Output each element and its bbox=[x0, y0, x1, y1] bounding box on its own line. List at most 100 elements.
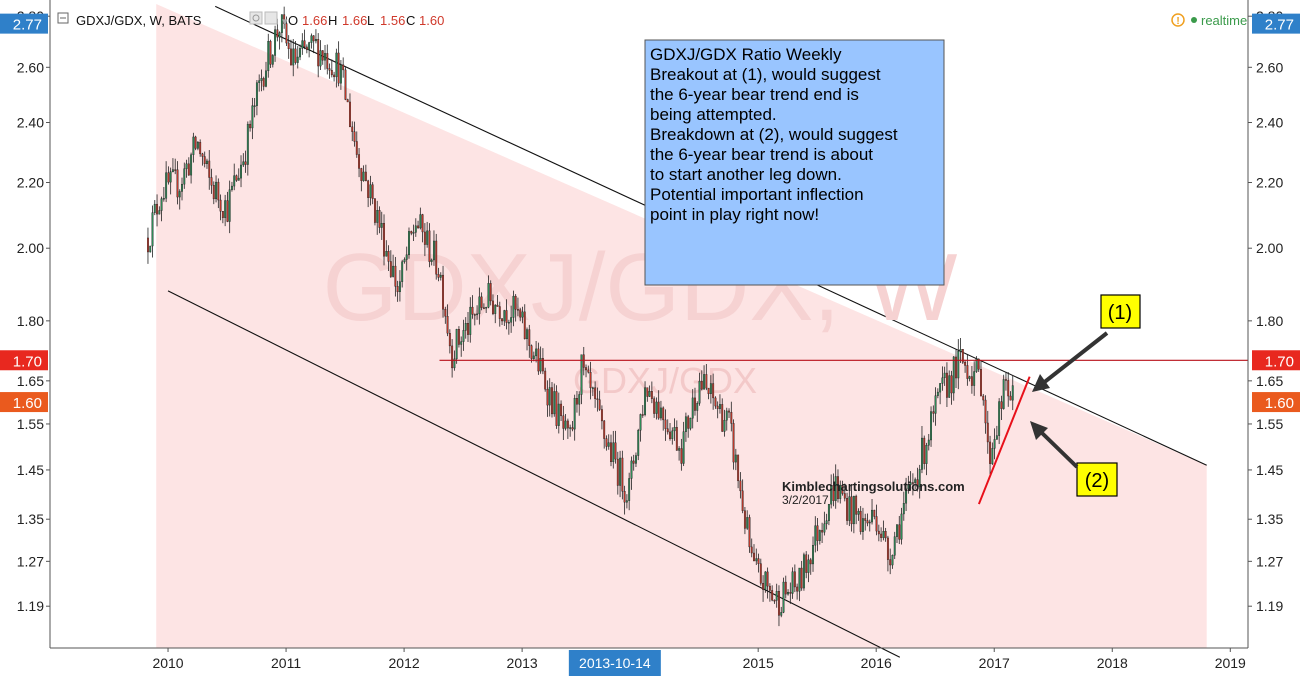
channel-lower-line bbox=[167, 290, 901, 658]
candle bbox=[868, 519, 871, 532]
candle-body bbox=[541, 358, 544, 372]
candle bbox=[614, 430, 617, 464]
candle bbox=[657, 390, 660, 420]
candle-body bbox=[181, 183, 183, 192]
candle-body bbox=[446, 315, 449, 334]
candle bbox=[410, 230, 413, 236]
candle bbox=[326, 44, 329, 75]
candle bbox=[628, 472, 631, 511]
candle-body bbox=[430, 259, 433, 262]
candle bbox=[766, 567, 769, 599]
candle bbox=[319, 40, 322, 71]
candle bbox=[730, 401, 733, 432]
candle-body bbox=[153, 203, 156, 213]
candle bbox=[201, 152, 204, 166]
candle bbox=[637, 428, 640, 461]
compare-icon[interactable] bbox=[264, 11, 278, 25]
candle bbox=[961, 349, 964, 364]
annotation-line: being attempted. bbox=[650, 105, 777, 124]
candle-body bbox=[889, 559, 892, 566]
camera-icon[interactable] bbox=[249, 11, 263, 25]
candle-body bbox=[900, 513, 903, 540]
candle-body bbox=[762, 583, 765, 590]
candle bbox=[834, 464, 837, 509]
candle bbox=[271, 54, 274, 68]
candle bbox=[394, 256, 397, 297]
candle bbox=[694, 387, 696, 416]
y-badge-label: 1.70 bbox=[1265, 353, 1294, 370]
candle-body bbox=[206, 160, 208, 165]
candle bbox=[884, 527, 887, 542]
y-tick-label: 1.45 bbox=[1256, 462, 1283, 478]
candle bbox=[771, 585, 774, 602]
candle-body bbox=[700, 380, 703, 390]
candle-body bbox=[623, 491, 626, 503]
candle bbox=[237, 168, 240, 181]
candle-body bbox=[269, 41, 272, 65]
candle bbox=[630, 456, 633, 490]
candle-body bbox=[778, 591, 780, 616]
candle bbox=[932, 405, 935, 423]
ohlc-c-label: C bbox=[406, 13, 415, 28]
candle bbox=[544, 367, 547, 392]
candle-body bbox=[414, 225, 417, 233]
credit: Kimblechartingsolutions.com 3/2/2017 bbox=[782, 479, 965, 507]
candle-body bbox=[453, 358, 456, 369]
candle-body bbox=[437, 274, 440, 278]
candle bbox=[312, 35, 315, 54]
candle bbox=[791, 567, 794, 599]
dropdown-icon[interactable]: ▾ bbox=[282, 16, 288, 28]
candles-layer bbox=[147, 6, 1014, 627]
y-tick-label: 2.20 bbox=[1256, 174, 1283, 190]
candle-body bbox=[230, 185, 233, 190]
candle-body bbox=[199, 142, 202, 155]
candle-body bbox=[185, 163, 188, 169]
candle bbox=[367, 179, 370, 208]
candle-body bbox=[948, 375, 951, 398]
candle-body bbox=[326, 53, 329, 69]
candle bbox=[757, 553, 760, 573]
candle bbox=[378, 206, 381, 234]
candle-body bbox=[321, 50, 324, 61]
candle bbox=[460, 336, 463, 357]
candle-body bbox=[925, 445, 928, 464]
candle-body bbox=[464, 323, 467, 331]
candle bbox=[219, 194, 222, 221]
candle-body bbox=[755, 558, 758, 562]
candle-body bbox=[260, 78, 263, 81]
candle bbox=[721, 398, 724, 432]
candle-body bbox=[639, 414, 642, 431]
candle-body bbox=[1011, 385, 1014, 401]
candle bbox=[814, 516, 817, 553]
candle bbox=[632, 454, 635, 471]
candle-body bbox=[283, 14, 286, 24]
candle bbox=[848, 490, 851, 527]
realtime-label: realtime bbox=[1201, 13, 1247, 28]
candle-body bbox=[167, 172, 170, 183]
candle bbox=[208, 150, 211, 190]
y-badge-label: 1.60 bbox=[13, 395, 42, 412]
candle-body bbox=[780, 612, 783, 616]
candle bbox=[274, 25, 277, 62]
candle-body bbox=[580, 354, 583, 395]
candle bbox=[389, 250, 392, 278]
candle bbox=[492, 294, 494, 316]
candle bbox=[737, 454, 740, 489]
candle bbox=[641, 405, 644, 418]
candle bbox=[709, 375, 712, 404]
candle-body bbox=[364, 171, 367, 182]
candle-body bbox=[544, 370, 547, 390]
candle-body bbox=[585, 367, 587, 371]
candle-body bbox=[262, 78, 265, 87]
candle-body bbox=[764, 571, 767, 590]
candle bbox=[927, 433, 930, 451]
candle bbox=[403, 257, 406, 264]
alert-icon[interactable] bbox=[1171, 13, 1185, 27]
candle-body bbox=[855, 495, 858, 515]
candle-body bbox=[532, 355, 535, 359]
candle bbox=[812, 536, 814, 572]
candle bbox=[798, 567, 801, 602]
candle bbox=[1002, 374, 1005, 410]
candle bbox=[573, 394, 576, 441]
x-highlight-badge bbox=[568, 650, 661, 676]
